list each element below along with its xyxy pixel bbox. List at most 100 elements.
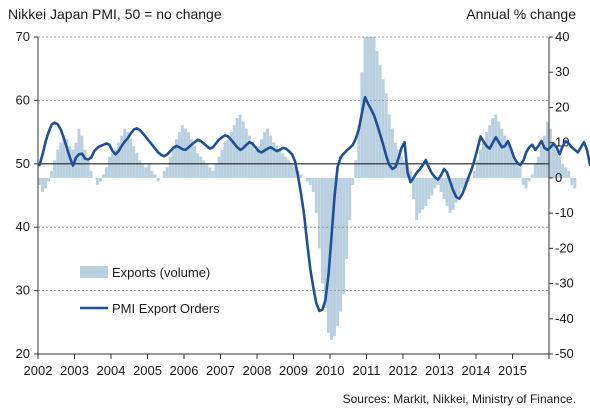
exports-bar	[445, 177, 449, 207]
exports-bar	[44, 177, 47, 189]
exports-bar	[570, 177, 574, 185]
exports-bar	[266, 128, 270, 178]
source-note: Sources: Markit, Nikkei, Ministry of Fin…	[342, 392, 576, 406]
exports-bar	[317, 177, 321, 249]
exports-bar	[512, 156, 516, 178]
x-tick-label: 2006	[170, 363, 199, 378]
exports-bar	[117, 142, 120, 178]
exports-bar	[193, 146, 197, 178]
exports-bar	[342, 177, 346, 295]
exports-bar	[363, 37, 367, 178]
exports-bar	[260, 139, 263, 178]
exports-bar	[339, 177, 343, 312]
exports-bar	[412, 177, 416, 200]
left-tick-label: 70	[16, 29, 30, 44]
x-tick-label: 2005	[133, 363, 162, 378]
exports-bar	[53, 160, 57, 178]
exports-bar	[156, 177, 160, 182]
exports-bar	[549, 128, 552, 178]
exports-bar	[567, 170, 571, 178]
exports-bar	[238, 114, 242, 178]
x-tick-label: 2008	[243, 363, 272, 378]
exports-bar	[488, 125, 492, 178]
exports-bar	[345, 177, 349, 259]
x-tick-label: 2014	[462, 363, 491, 378]
exports-bar	[463, 177, 467, 185]
exports-bar	[372, 37, 376, 178]
exports-bar	[126, 132, 130, 178]
exports-bar	[244, 128, 248, 178]
exports-bar	[530, 174, 534, 178]
exports-bar	[494, 114, 498, 178]
exports-bar	[165, 167, 169, 178]
exports-bar	[98, 177, 102, 182]
exports-bar	[47, 177, 51, 182]
exports-bar	[199, 156, 203, 178]
exports-bar	[275, 146, 279, 178]
exports-bar	[89, 170, 93, 178]
exports-bar	[354, 160, 358, 178]
exports-bar	[351, 177, 355, 185]
exports-bar	[141, 163, 145, 178]
x-tick-label: 2015	[498, 363, 527, 378]
exports-bar	[217, 156, 221, 178]
exports-bar	[561, 163, 565, 178]
exports-bar	[107, 156, 111, 178]
legend-group: Exports (volume) PMI Export Orders	[80, 265, 220, 316]
exports-bar	[542, 135, 546, 178]
exports-bar	[171, 146, 175, 178]
exports-bar	[573, 177, 577, 189]
exports-bar	[132, 146, 136, 178]
exports-bar	[533, 163, 537, 178]
legend-label-exports: Exports (volume)	[112, 265, 210, 280]
x-tick-label: 2010	[316, 363, 345, 378]
exports-bar	[366, 37, 370, 178]
exports-bar	[287, 160, 291, 178]
exports-bar	[104, 167, 108, 178]
exports-bar	[223, 142, 227, 178]
exports-bar	[95, 177, 99, 185]
exports-bar	[196, 153, 200, 178]
right-tick-label: -50	[555, 346, 574, 361]
exports-bar	[208, 167, 212, 178]
exports-bar	[174, 139, 178, 178]
exports-bar	[50, 170, 54, 178]
x-tick-label: 2011	[353, 363, 381, 378]
left-tick-label: 60	[16, 92, 30, 107]
right-tick-label: 40	[555, 29, 569, 44]
exports-bar	[62, 135, 66, 178]
exports-bar	[457, 177, 461, 196]
exports-bar	[269, 135, 273, 178]
exports-bar	[415, 177, 419, 221]
exports-bar	[436, 177, 440, 185]
exports-bar	[293, 167, 297, 178]
exports-bar	[284, 156, 288, 178]
right-tick-label: 20	[555, 99, 569, 114]
exports-bar	[147, 163, 151, 178]
right-axis-title: Annual % change	[466, 6, 576, 22]
axes-group: 706050403020403020100-10-20-30-40-502002…	[16, 29, 574, 378]
x-tick-label: 2002	[24, 363, 53, 378]
exports-bar	[120, 135, 124, 178]
left-tick-label: 30	[16, 283, 30, 298]
exports-bar	[80, 135, 84, 178]
exports-bar	[378, 65, 382, 178]
chart-title: Nikkei Japan PMI, 50 = no change	[8, 6, 222, 22]
exports-bar	[226, 139, 230, 178]
exports-bar	[384, 93, 388, 178]
exports-bar	[211, 170, 215, 178]
exports-bar	[409, 170, 412, 178]
exports-bar	[564, 167, 568, 178]
exports-bar	[180, 125, 184, 178]
right-tick-label: -20	[555, 240, 574, 255]
left-tick-label: 20	[16, 346, 30, 361]
exports-bar	[500, 128, 504, 178]
exports-bar	[308, 177, 312, 185]
right-tick-label: 30	[555, 64, 569, 79]
exports-bar	[421, 177, 425, 210]
legend-label-pmi: PMI Export Orders	[112, 301, 220, 316]
legend-swatch-exports	[80, 266, 108, 278]
exports-bar	[250, 142, 254, 178]
exports-bar	[299, 174, 303, 178]
